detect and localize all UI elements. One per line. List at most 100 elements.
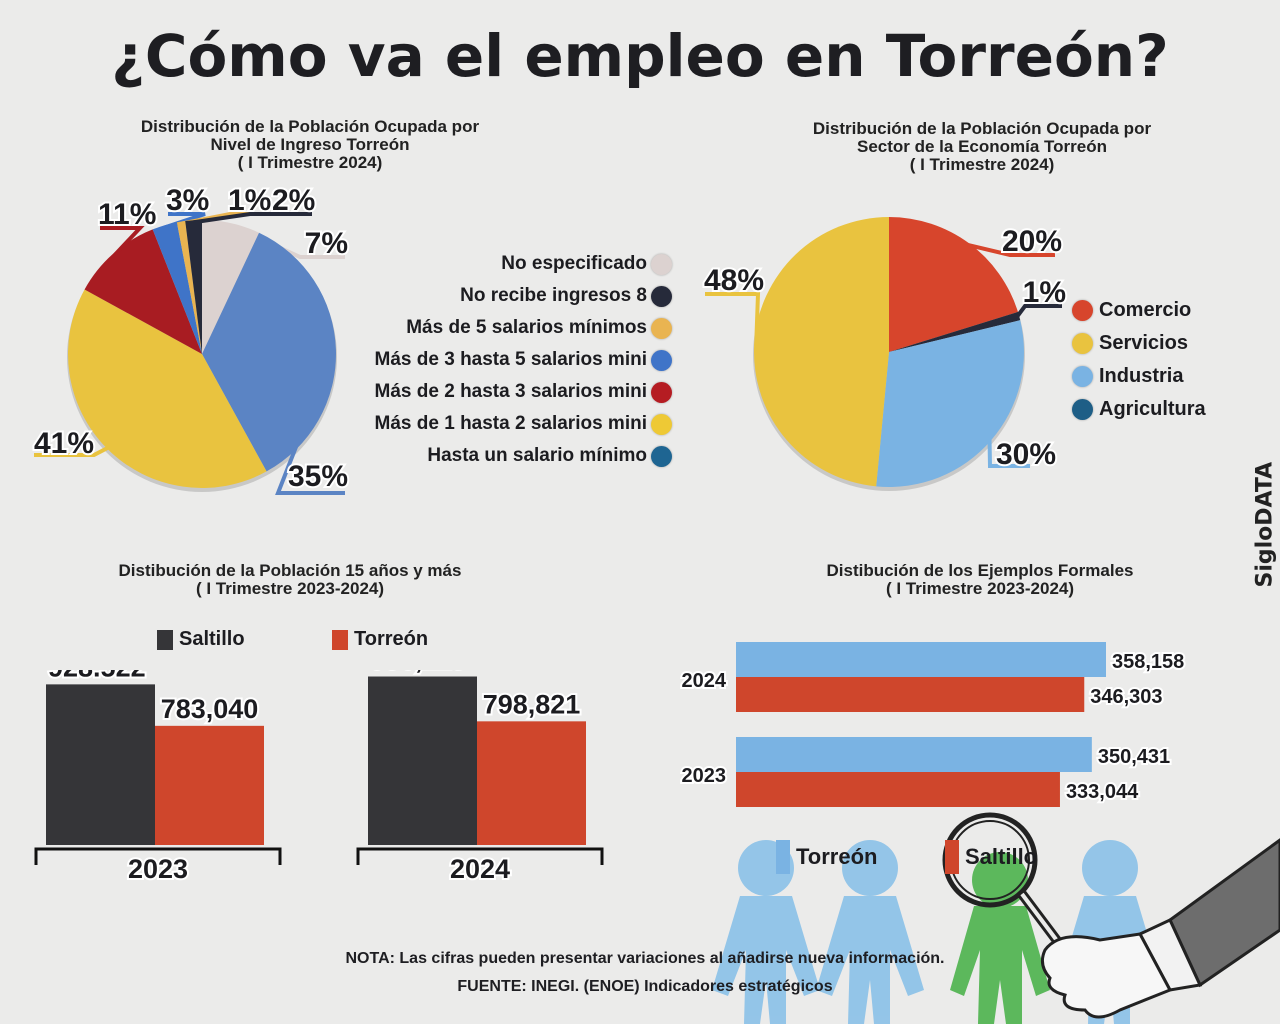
category-bracket: [34, 847, 282, 865]
legend-dot-icon: [1072, 399, 1093, 420]
legend-label: Comercio: [1099, 299, 1192, 321]
slice-label: 30%: [996, 438, 1056, 471]
bar-value-label: 346,303: [1090, 686, 1162, 708]
pie-slice: [176, 221, 202, 354]
legend-item: Industria: [1072, 360, 1206, 393]
bar-value-label: 798,821: [483, 689, 581, 719]
legend-item: Más de 5 salarios mínimos: [332, 312, 672, 344]
slice-label: 3%: [166, 184, 209, 217]
pie-slice: [889, 217, 1018, 352]
legend-label: No recibe ingresos 8: [460, 285, 647, 306]
bar: [477, 721, 586, 845]
legend-swatch-icon: [332, 629, 348, 650]
bar: [155, 725, 264, 845]
person-icon: [816, 840, 924, 1024]
bar: [46, 684, 155, 845]
slice-label: 35%: [288, 460, 348, 493]
hand-sleeve-icon: [1040, 838, 1280, 1019]
sector-pie-title-line: Distribución de la Población Ocupada por: [812, 119, 1152, 138]
legend-label: Más de 1 hasta 2 salarios mini: [374, 413, 647, 434]
slice-label: 1%: [1023, 276, 1066, 309]
bar: [736, 772, 1060, 807]
bar: [736, 737, 1092, 772]
leader-line: [987, 439, 1030, 468]
legend-item: Agricultura: [1072, 393, 1206, 426]
legend-label: Más de 3 hasta 5 salarios mini: [374, 349, 647, 370]
income-pie-legend: No especificado No recibe ingresos 8 Más…: [332, 248, 672, 472]
legend-item: Servicios: [1072, 327, 1206, 360]
legend-label: Industria: [1099, 365, 1184, 387]
bar-value-label: 783,040: [161, 694, 259, 724]
legend-dot-icon: [1072, 366, 1093, 387]
pie-slice: [152, 222, 202, 354]
category-label: 2023: [682, 765, 727, 787]
legend-item: Más de 1 hasta 2 salarios mini: [332, 408, 672, 440]
pie-slice: [889, 311, 1021, 352]
legend-item-torreon: Torreón: [332, 628, 428, 651]
leader-line: [275, 349, 345, 495]
population-bar-title-line: ( I Trimestre 2023-2024): [195, 579, 385, 598]
category-label: 2024: [682, 670, 727, 692]
legend-dot-icon: [651, 413, 672, 435]
formal-jobs-bar-title-line: Distibución de los Ejemplos Formales: [826, 561, 1134, 580]
legend-item-torreon-blue: Torreón: [776, 840, 877, 874]
formal-jobs-bar-chart: 358,158 346,303 2024 350,431 333,044 2023: [680, 642, 1186, 807]
people-magnifier-illustration: [712, 812, 1280, 1024]
legend-swatch-icon: [776, 840, 790, 874]
formal-jobs-bar-title-line: ( I Trimestre 2023-2024): [885, 579, 1075, 598]
formal-jobs-bar-title: Distibución de los Ejemplos Formales ( I…: [750, 562, 1210, 598]
legend-label: Torreón: [796, 844, 878, 869]
leader-line: [705, 292, 761, 346]
pie-slice: [754, 217, 889, 487]
legend-dot-icon: [651, 349, 672, 371]
person-icon: [950, 852, 1050, 1024]
sector-pie-title-line: ( I Trimestre 2024): [909, 155, 1055, 174]
sector-pie-title-line: Sector de la Economía Torreón: [856, 137, 1108, 156]
legend-label: Más de 5 salarios mínimos: [406, 317, 647, 338]
leader-line: [1015, 304, 1062, 318]
legend-item: Hasta un salario mínimo: [332, 440, 672, 472]
slice-label: 1%: [228, 184, 271, 217]
legend-label: Más de 2 hasta 3 salarios mini: [374, 381, 647, 402]
population-bar-chart: 928.522 783,040 2023 956,115 798,821 2024: [34, 670, 604, 886]
legend-dot-icon: [1072, 300, 1093, 321]
pie-slice: [202, 232, 336, 472]
footer-note: NOTA: Las cifras pueden presentar variac…: [345, 950, 945, 967]
income-pie-title: Distribución de la Población Ocupada por…: [80, 118, 540, 172]
pie-slice: [876, 320, 1024, 487]
income-pie-title-line: ( I Trimestre 2024): [237, 153, 383, 172]
population-bar-title: Distibución de la Población 15 años y má…: [60, 562, 520, 598]
legend-item: Más de 3 hasta 5 salarios mini: [332, 344, 672, 376]
slice-label: 2%: [272, 184, 315, 217]
legend-dot-icon: [1072, 333, 1093, 354]
income-pie-title-line: Distribución de la Población Ocupada por: [140, 117, 480, 136]
legend-label: No especificado: [501, 253, 647, 274]
legend-label: Saltillo: [179, 628, 245, 650]
legend-dot-icon: [651, 253, 672, 275]
slice-label: 11%: [98, 198, 156, 231]
category-label: 2023: [128, 854, 188, 884]
legend-swatch-icon: [157, 629, 173, 650]
legend-dot-icon: [651, 317, 672, 339]
leader-line: [229, 223, 345, 259]
main-title: ¿Cómo va el empleo en Torreón?: [111, 22, 1169, 90]
legend-item: Comercio: [1072, 294, 1206, 327]
bar: [736, 677, 1085, 712]
category-label: 2024: [450, 854, 510, 884]
slice-label: 48%: [704, 264, 764, 297]
leader-line: [193, 212, 312, 225]
legend-dot-icon: [651, 285, 672, 307]
sector-pie-title: Distribución de la Población Ocupada por…: [752, 120, 1212, 174]
pie-slice: [67, 289, 267, 489]
slice-label: 7%: [305, 227, 348, 260]
legend-item: No recibe ingresos 8: [332, 280, 672, 312]
legend-label: Servicios: [1099, 332, 1188, 354]
legend-item: Más de 2 hasta 3 salarios mini: [332, 376, 672, 408]
income-pie-chart: 7% 35% 41% 11% 3% 1% 2%: [32, 182, 350, 495]
legend-label: Torreón: [354, 628, 429, 650]
footer-source: FUENTE: INEGI. (ENOE) Indicadores estrat…: [457, 978, 833, 995]
legend-dot-icon: [651, 445, 672, 467]
leader-line: [967, 242, 1055, 257]
slice-label: 20%: [1002, 225, 1062, 258]
legend-label: Saltillo: [965, 844, 1038, 869]
